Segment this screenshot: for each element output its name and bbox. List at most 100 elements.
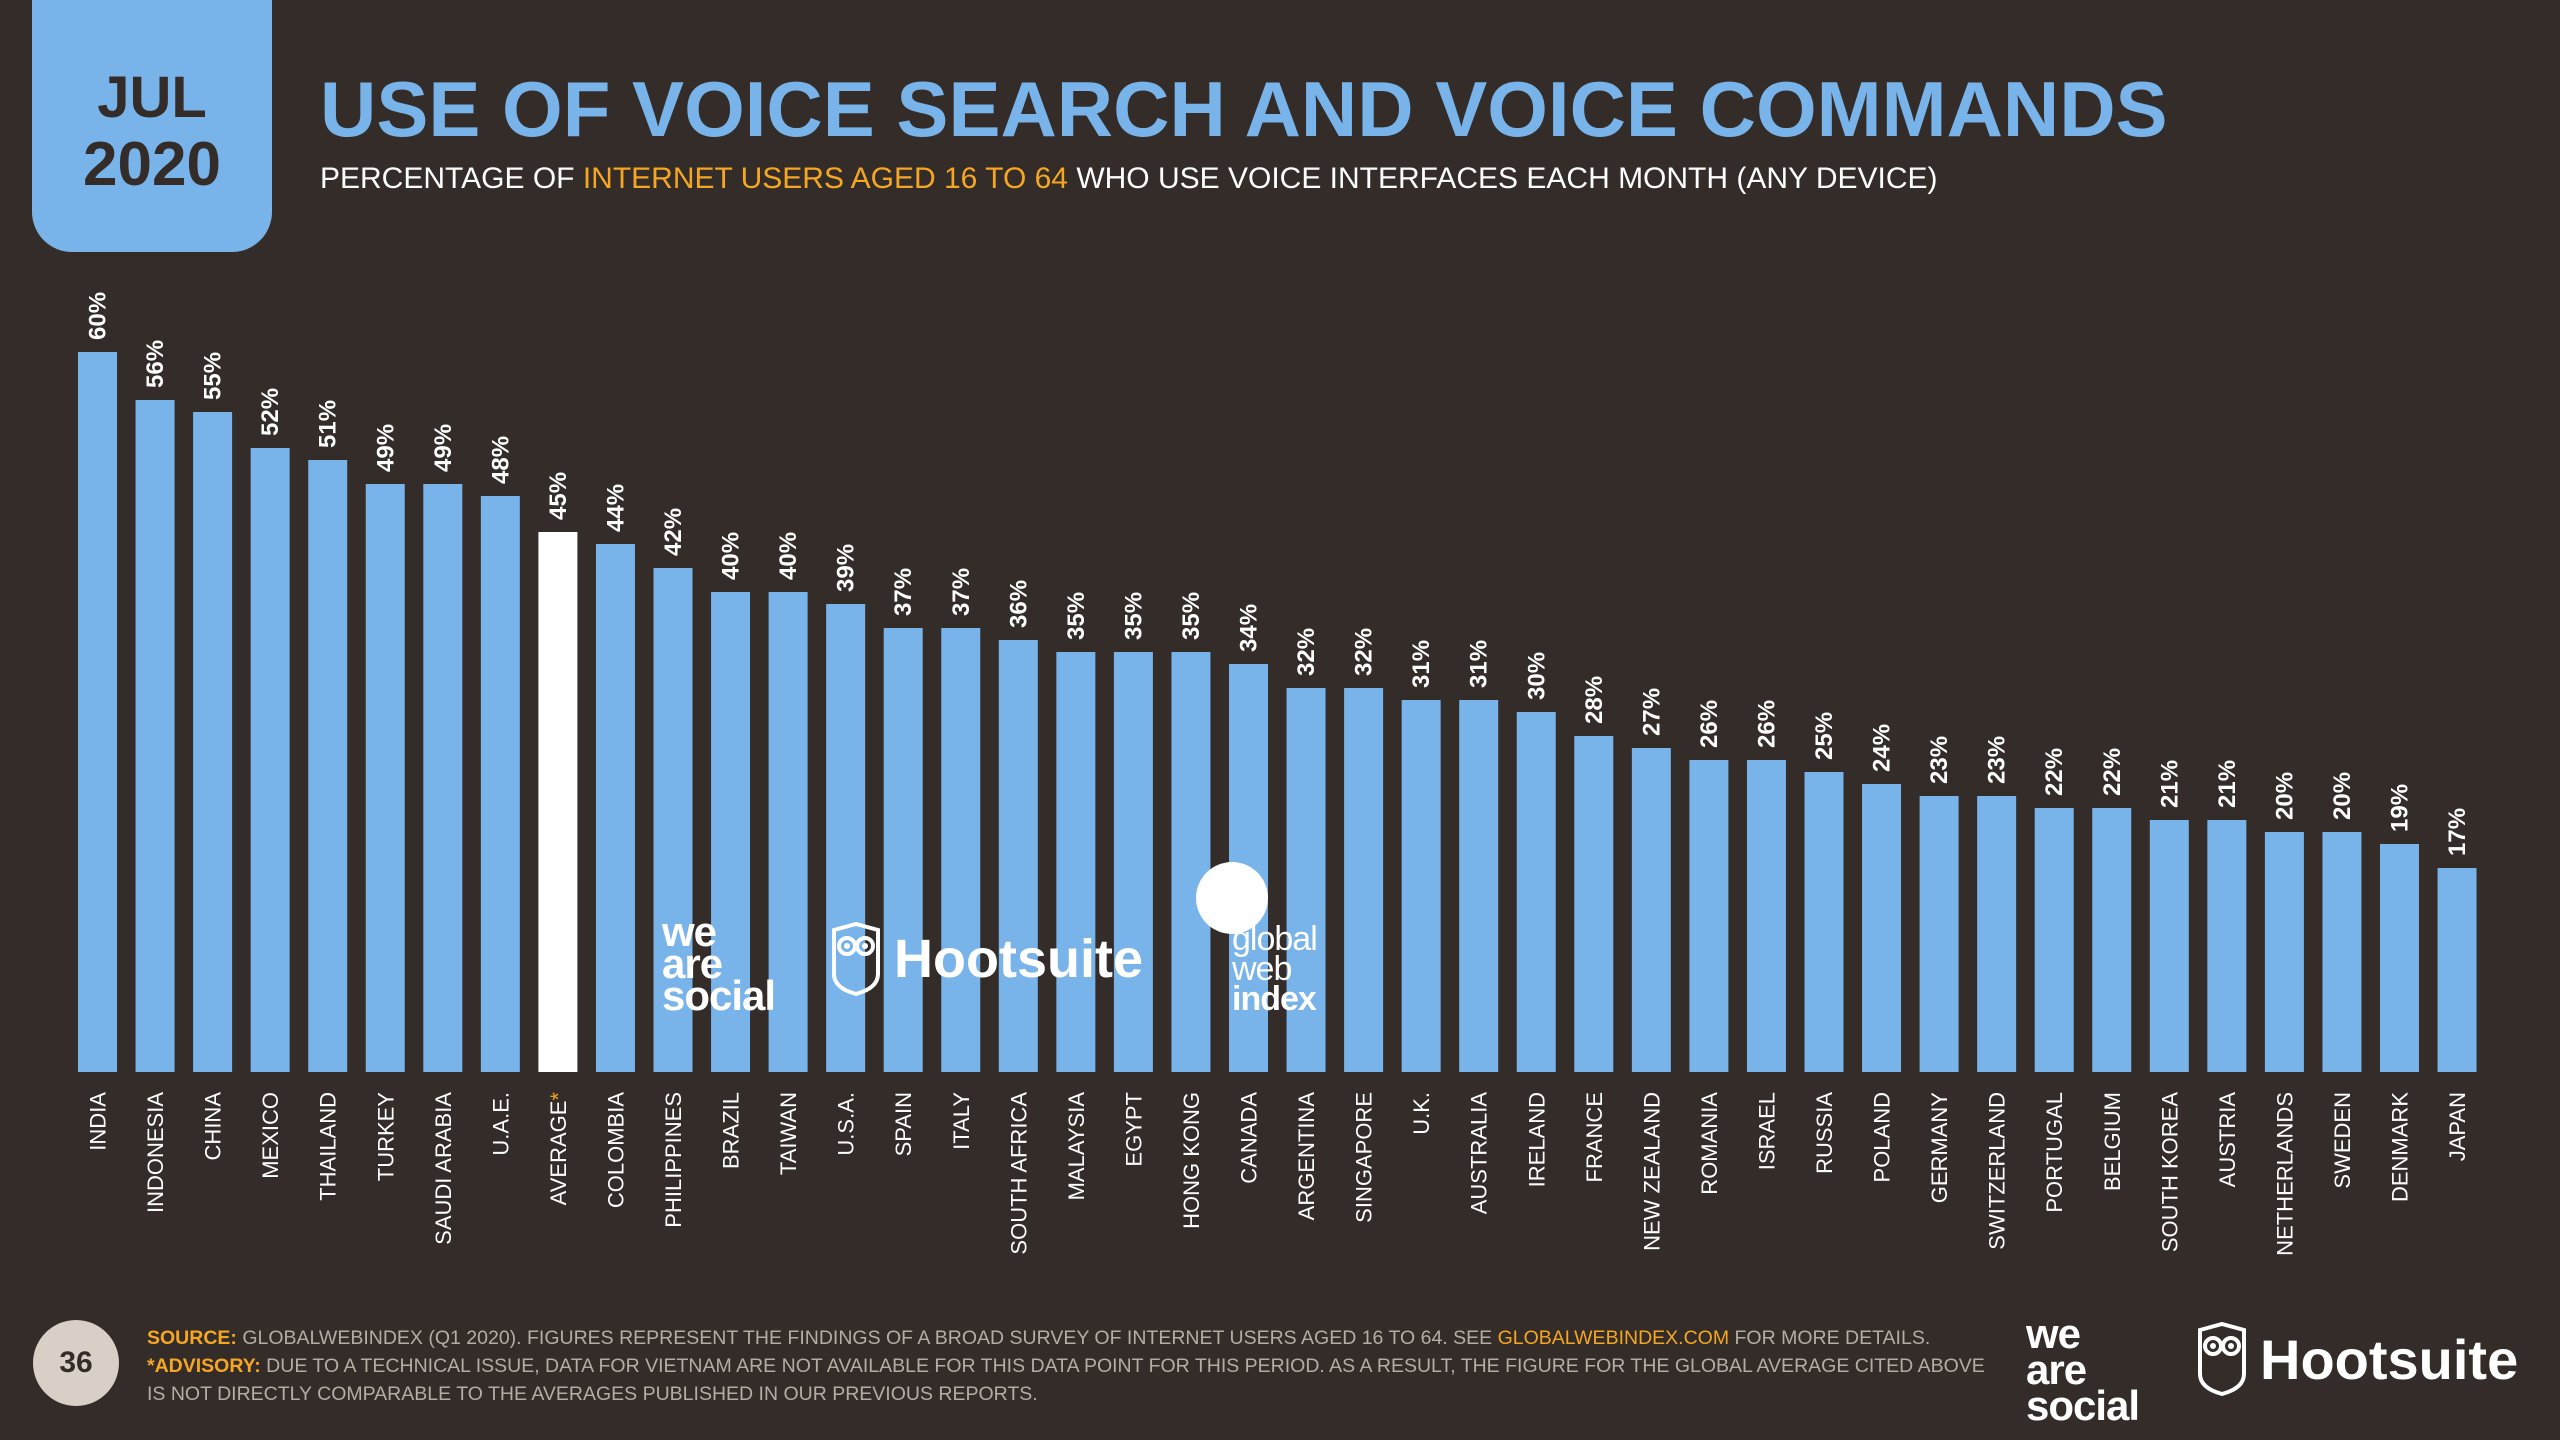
subtitle-highlight: INTERNET USERS AGED 16 TO 64 bbox=[582, 162, 1068, 195]
category-label: FRANCE bbox=[1582, 1092, 1607, 1182]
bar-ireland bbox=[1516, 712, 1556, 1072]
value-label: 32% bbox=[1293, 628, 1320, 676]
value-label: 52% bbox=[257, 388, 284, 436]
bar-average bbox=[538, 532, 578, 1072]
bar-singapore bbox=[1344, 688, 1384, 1072]
hootsuite-logo: Hootsuite bbox=[2196, 1322, 2518, 1396]
value-label: 19% bbox=[2387, 784, 2414, 832]
category-label: AUSTRALIA bbox=[1467, 1092, 1492, 1215]
category-label: AUSTRIA bbox=[2215, 1092, 2240, 1188]
category-label: SINGAPORE bbox=[1352, 1092, 1377, 1223]
value-label: 30% bbox=[1523, 652, 1550, 700]
watermark-was-line-1: we bbox=[662, 908, 717, 955]
advisory-text: DUE TO A TECHNICAL ISSUE, DATA FOR VIETN… bbox=[147, 1355, 1985, 1405]
value-label: 60% bbox=[85, 292, 112, 340]
date-month: JUL bbox=[97, 65, 207, 130]
globalwebindex-watermark: global web index bbox=[1190, 862, 1318, 1016]
page-title: USE OF VOICE SEARCH AND VOICE COMMANDS bbox=[320, 65, 2168, 153]
watermark-gwi-line-1: global bbox=[1232, 920, 1318, 958]
category-label: CHINA bbox=[201, 1092, 226, 1161]
bar-argentina bbox=[1286, 688, 1326, 1072]
category-label: MEXICO bbox=[258, 1092, 283, 1179]
bar-australia bbox=[1459, 700, 1499, 1072]
value-label: 20% bbox=[2329, 772, 2356, 820]
value-label: 55% bbox=[200, 352, 227, 400]
category-label: COLOMBIA bbox=[603, 1092, 628, 1208]
bar-russia bbox=[1804, 772, 1844, 1072]
hootsuite-watermark: Hootsuite bbox=[830, 922, 1143, 996]
value-label: 49% bbox=[372, 424, 399, 472]
category-label: SPAIN bbox=[891, 1092, 916, 1156]
date-badge: JUL 2020 bbox=[32, 0, 272, 252]
source-tail: FOR MORE DETAILS. bbox=[1729, 1327, 1931, 1349]
category-label: NEW ZEALAND bbox=[1639, 1092, 1664, 1251]
value-label: 45% bbox=[545, 472, 572, 520]
category-label: AVERAGE* bbox=[546, 1092, 571, 1206]
category-label: HONG KONG bbox=[1179, 1092, 1204, 1229]
value-label: 17% bbox=[2444, 808, 2471, 856]
bar-saudi-arabia bbox=[423, 484, 463, 1072]
bar-austria bbox=[2207, 820, 2247, 1072]
bar-israel bbox=[1746, 760, 1786, 1072]
bar-taiwan bbox=[768, 592, 808, 1072]
bar-chart: 60% INDIA 56% INDONESIA 55% CHINA 52% MEXICO 51%… bbox=[78, 292, 2477, 1256]
value-label: 24% bbox=[1869, 724, 1896, 772]
category-label: U.S.A. bbox=[834, 1092, 859, 1156]
category-label: EGYPT bbox=[1121, 1092, 1146, 1167]
category-label: INDIA bbox=[86, 1092, 111, 1151]
category-label: ARGENTINA bbox=[1294, 1092, 1319, 1221]
value-label: 51% bbox=[315, 400, 342, 448]
subtitle-prefix: PERCENTAGE OF bbox=[320, 162, 583, 195]
category-label: BRAZIL bbox=[719, 1092, 744, 1169]
owl-icon bbox=[2198, 1322, 2246, 1396]
value-label: 39% bbox=[833, 544, 860, 592]
gwi-bubble-icon bbox=[1196, 862, 1268, 934]
bar-philippines bbox=[653, 568, 693, 1072]
logo-was-line-1: we bbox=[2026, 1310, 2081, 1357]
category-label: NETHERLANDS bbox=[2272, 1092, 2297, 1256]
owl-icon bbox=[832, 922, 880, 996]
category-label: SOUTH AFRICA bbox=[1006, 1092, 1031, 1255]
category-label: SAUDI ARABIA bbox=[431, 1092, 456, 1245]
watermark-was-line-3: social bbox=[662, 972, 776, 1019]
watermark-gwi-line-2: web bbox=[1232, 950, 1292, 988]
value-label: 22% bbox=[2041, 748, 2068, 796]
logo-was-line-2: are bbox=[2026, 1346, 2087, 1393]
bar-germany bbox=[1919, 796, 1959, 1072]
bar-belgium bbox=[2092, 808, 2132, 1072]
category-label: BELGIUM bbox=[2100, 1092, 2125, 1191]
category-label: ITALY bbox=[949, 1092, 974, 1150]
value-label: 21% bbox=[2156, 760, 2183, 808]
bar-u-s-a bbox=[826, 604, 866, 1072]
category-label: PORTUGAL bbox=[2042, 1092, 2067, 1213]
category-label: PHILIPPINES bbox=[661, 1092, 686, 1228]
value-label: 42% bbox=[660, 508, 687, 556]
source-link[interactable]: GLOBALWEBINDEX.COM bbox=[1497, 1327, 1730, 1349]
watermark-gwi-line-3: index bbox=[1232, 980, 1317, 1018]
value-label: 27% bbox=[1638, 688, 1665, 736]
category-label: MALAYSIA bbox=[1064, 1092, 1089, 1201]
category-label: ROMANIA bbox=[1697, 1092, 1722, 1195]
bar-poland bbox=[1862, 784, 1902, 1072]
category-label: INDONESIA bbox=[143, 1092, 168, 1213]
value-label: 31% bbox=[1408, 640, 1435, 688]
value-label: 35% bbox=[1178, 592, 1205, 640]
bar-switzerland bbox=[1977, 796, 2017, 1072]
category-label: THAILAND bbox=[316, 1092, 341, 1201]
value-label: 23% bbox=[1984, 736, 2011, 784]
value-label: 20% bbox=[2271, 772, 2298, 820]
category-label: TAIWAN bbox=[776, 1092, 801, 1175]
we-are-social-logo: we are social bbox=[2026, 1310, 2140, 1427]
value-label: 25% bbox=[1811, 712, 1838, 760]
bar-south-africa bbox=[998, 640, 1038, 1072]
value-label: 31% bbox=[1466, 640, 1493, 688]
bar-romania bbox=[1689, 760, 1729, 1072]
bar-brazil bbox=[711, 592, 751, 1072]
category-label: JAPAN bbox=[2445, 1092, 2470, 1161]
bar-netherlands bbox=[2264, 832, 2304, 1072]
bar-colombia bbox=[595, 544, 635, 1072]
bar-sweden bbox=[2322, 832, 2362, 1072]
logo-hootsuite-text: Hootsuite bbox=[2260, 1327, 2519, 1391]
footer-notes: SOURCE: GLOBALWEBINDEX (Q1 2020). FIGURE… bbox=[147, 1324, 1997, 1408]
value-label: 37% bbox=[948, 568, 975, 616]
